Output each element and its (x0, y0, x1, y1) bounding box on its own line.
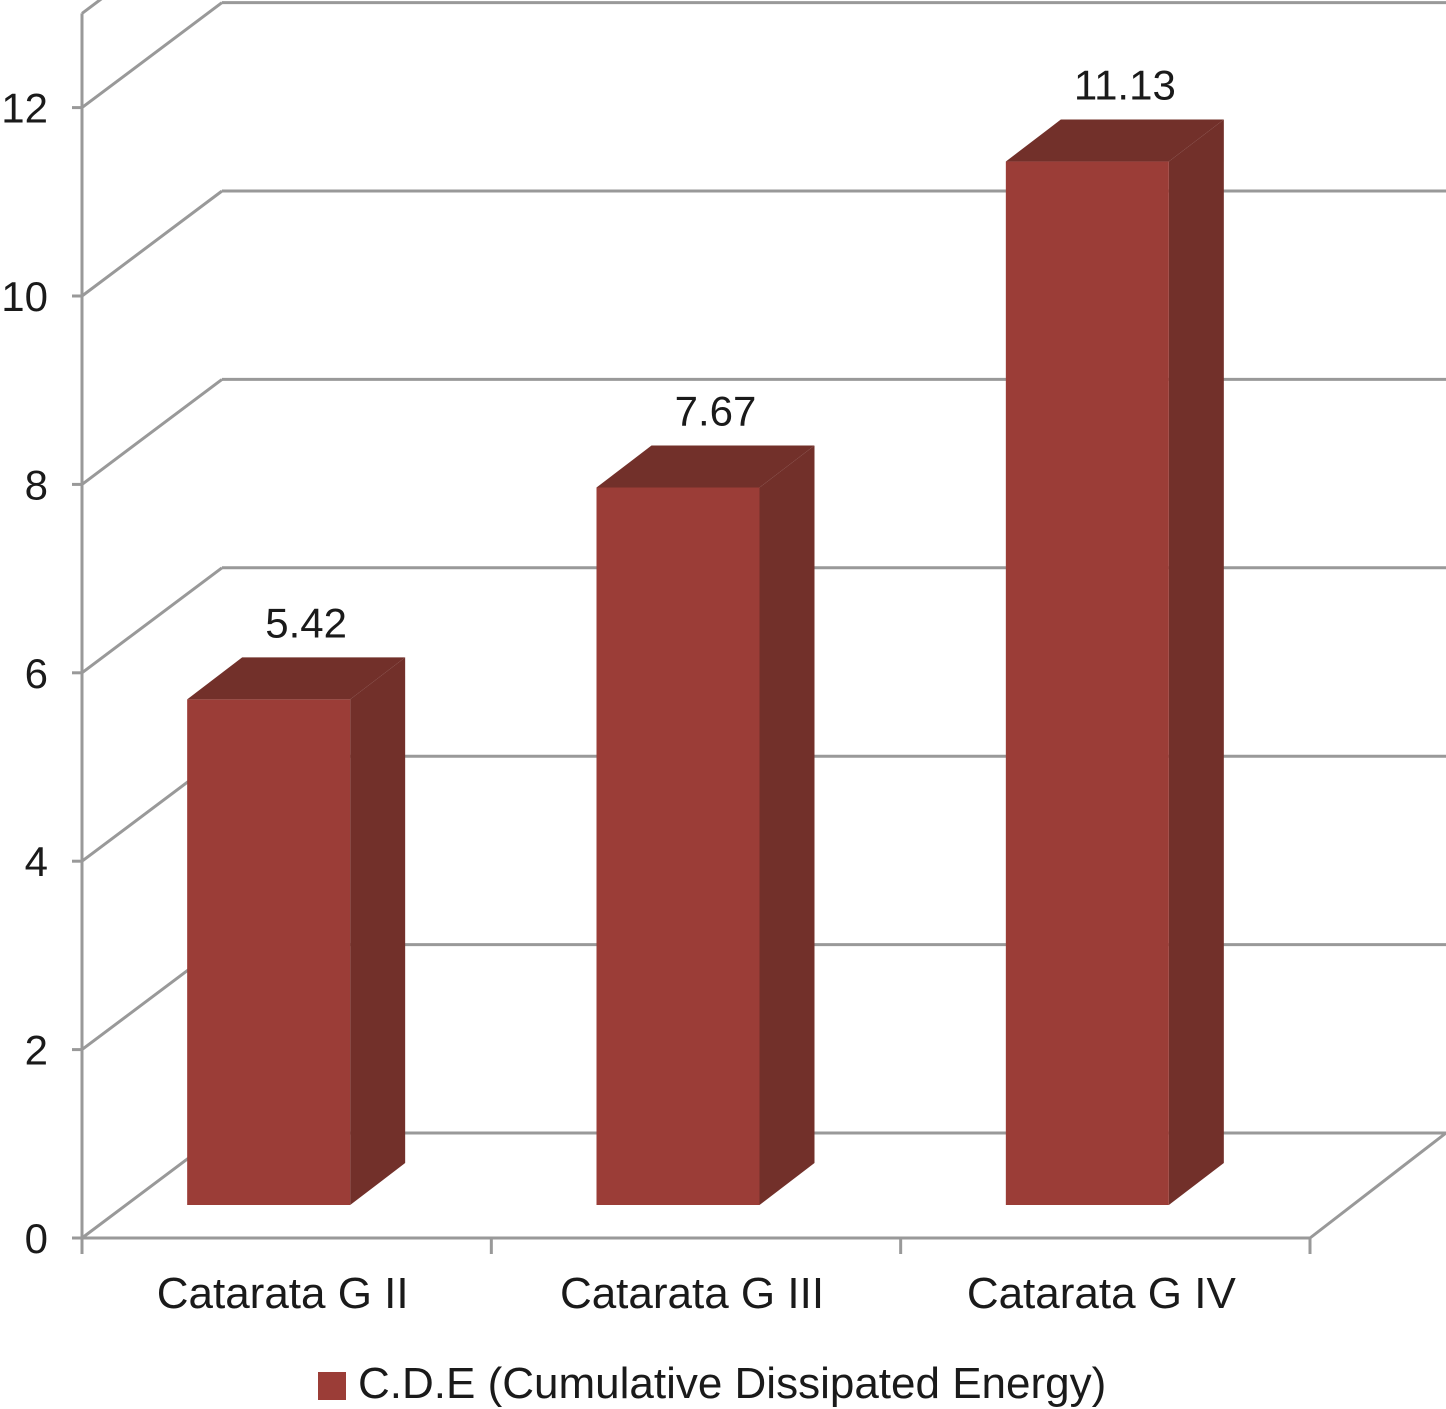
bar-group (187, 657, 406, 1205)
x-category-labels: Catarata G II Catarata G III Catarata G … (157, 1269, 1237, 1318)
bar-side (759, 445, 815, 1206)
y-tick-label: 6 (25, 650, 48, 697)
gridline-side (81, 378, 223, 486)
data-label: 7.67 (675, 387, 757, 434)
data-label: 5.42 (265, 599, 347, 646)
x-category-label: Catarata G IV (967, 1269, 1237, 1318)
axes (72, 13, 1446, 1254)
gridlines (81, 0, 1446, 1240)
floor-edge (1309, 1131, 1446, 1240)
gridline-side (81, 1, 223, 109)
gridline-side (81, 566, 223, 674)
legend-swatch (318, 1372, 346, 1400)
y-tick-label: 10 (1, 273, 48, 320)
bar-top (596, 445, 815, 488)
y-tick-label: 8 (25, 461, 48, 508)
bar-side (1168, 119, 1224, 1206)
legend: C.D.E (Cumulative Dissipated Energy) (318, 1359, 1106, 1408)
bar-group (596, 445, 815, 1206)
bars (187, 119, 1224, 1206)
gridline-side (81, 0, 103, 15)
y-tick-label: 0 (25, 1215, 48, 1262)
data-label: 11.13 (1074, 62, 1176, 109)
bar-side (350, 657, 406, 1205)
x-category-label: Catarata G II (157, 1269, 409, 1318)
data-labels: 5.42 7.67 11.13 (265, 62, 1176, 647)
y-tick-label: 12 (1, 85, 48, 132)
bar-top (1005, 119, 1224, 162)
gridline-side (81, 189, 223, 298)
y-tick-label: 4 (25, 838, 48, 885)
bar-group (1005, 119, 1224, 1206)
y-tick-labels: 0 2 4 6 8 10 12 (1, 85, 48, 1262)
bar (1005, 161, 1169, 1206)
bar (596, 487, 760, 1206)
bar (187, 699, 351, 1205)
y-tick-label: 2 (25, 1027, 48, 1074)
legend-label: C.D.E (Cumulative Dissipated Energy) (358, 1359, 1106, 1408)
bar-top (187, 657, 406, 700)
x-category-label: Catarata G III (560, 1269, 824, 1318)
